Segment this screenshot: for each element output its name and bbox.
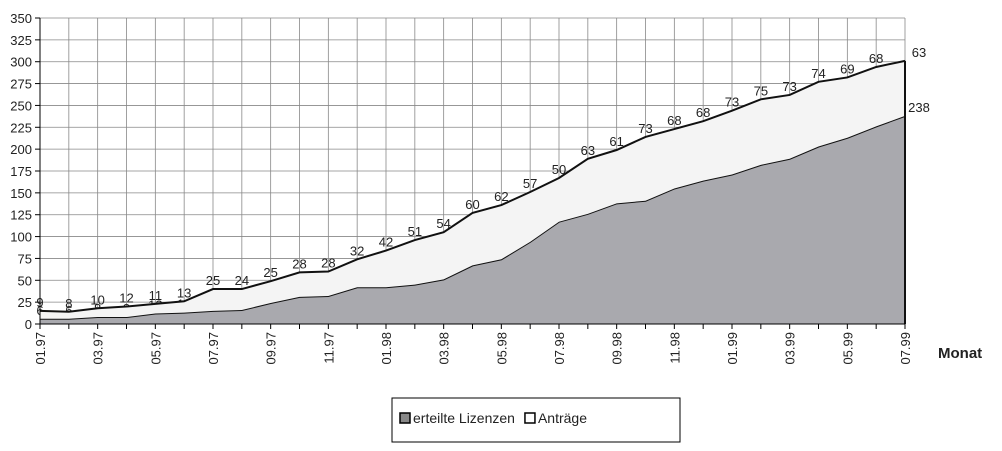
y-tick-label: 200	[10, 142, 32, 157]
y-tick-label: 300	[10, 55, 32, 70]
data-label: 63	[581, 143, 595, 158]
data-label: 13	[177, 285, 191, 300]
area-line	[39, 59, 906, 313]
x-tick-label: 05.99	[840, 332, 855, 365]
data-label: 57	[523, 176, 537, 191]
data-label: 68	[696, 105, 710, 120]
legend-swatch	[524, 412, 536, 424]
y-tick-label: 275	[10, 77, 32, 92]
data-label: 51	[408, 224, 422, 239]
data-label: 68	[667, 113, 681, 128]
y-tick-label: 325	[10, 33, 32, 48]
area	[40, 115, 905, 324]
data-label: 75	[754, 83, 768, 98]
data-label: 73	[638, 121, 652, 136]
data-label: 11	[149, 288, 163, 303]
data-label: 68	[869, 51, 883, 66]
data-label: 24	[235, 273, 249, 288]
data-label: 63	[912, 45, 926, 60]
x-tick-label: 07.98	[552, 332, 567, 365]
y-tick-label: 100	[10, 230, 32, 245]
y-tick-label: 125	[10, 208, 32, 223]
data-label: 238	[908, 100, 930, 115]
x-tick-label: 11.97	[321, 332, 336, 364]
data-label: 50	[552, 162, 566, 177]
legend-swatch	[399, 412, 411, 424]
x-tick-label: 01.99	[725, 332, 740, 365]
data-label: 25	[263, 265, 277, 280]
data-label: 8	[65, 296, 72, 311]
x-tick-label: 09.98	[610, 332, 625, 365]
y-tick-label: 25	[18, 295, 32, 310]
y-tick-label: 350	[10, 11, 32, 26]
x-tick-label: 09.97	[264, 332, 279, 365]
y-tick-label: 250	[10, 98, 32, 113]
data-label: 25	[206, 273, 220, 288]
y-tick-label: 50	[18, 273, 32, 288]
y-tick-label: 75	[18, 251, 32, 266]
legend-label: Anträge	[538, 410, 587, 426]
x-tick-label: 03.98	[437, 332, 452, 365]
data-label: 42	[379, 235, 393, 250]
data-label: 61	[609, 134, 623, 149]
y-tick-label: 0	[25, 317, 32, 332]
x-tick-label: 01.98	[379, 332, 394, 365]
x-tick-label: 03.99	[783, 332, 798, 365]
x-tick-label: 01.97	[33, 332, 48, 365]
legend-label: erteilte Lizenzen	[413, 410, 515, 426]
data-label: 74	[811, 66, 825, 81]
data-label: 54	[436, 216, 450, 231]
y-tick-label: 150	[10, 186, 32, 201]
data-label: 73	[782, 79, 796, 94]
x-tick-label: 07.99	[898, 332, 913, 365]
x-tick-label: 07.97	[206, 332, 221, 365]
legend: erteilte Lizenzen Anträge	[391, 397, 681, 443]
data-label: 62	[494, 189, 508, 204]
x-tick-label: 11.98	[667, 332, 682, 364]
data-label: 28	[292, 256, 306, 271]
data-label: 32	[350, 243, 364, 258]
data-label: 60	[465, 197, 479, 212]
x-tick-label: 05.97	[148, 332, 163, 365]
data-label: 73	[725, 95, 739, 110]
data-label: 10	[90, 292, 104, 307]
data-label: 6	[65, 303, 72, 318]
data-label: 12	[119, 291, 133, 306]
legend-frame	[391, 397, 681, 443]
data-label: 69	[840, 61, 854, 76]
x-tick-label: 05.98	[494, 332, 509, 365]
x-tick-label: 03.97	[91, 332, 106, 365]
y-tick-label: 225	[10, 120, 32, 135]
data-label: 28	[321, 256, 335, 271]
y-tick-label: 175	[10, 164, 32, 179]
x-axis-label: Monat	[938, 345, 982, 362]
